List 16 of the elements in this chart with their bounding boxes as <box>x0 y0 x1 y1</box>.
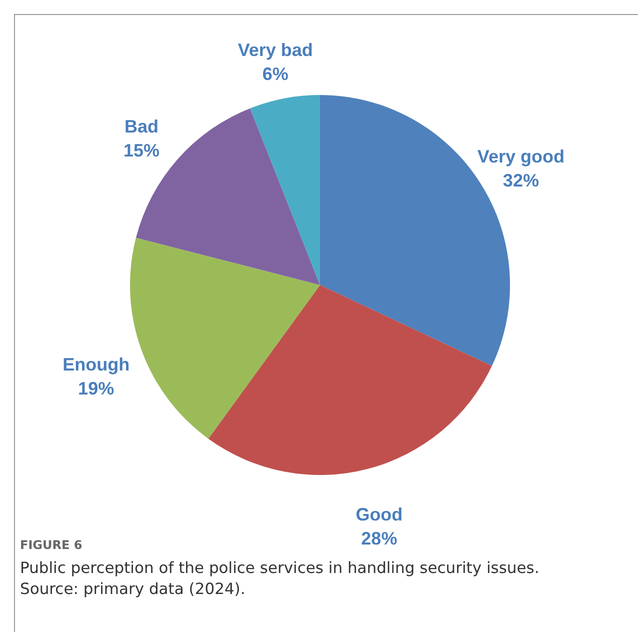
slice-label: Good <box>356 504 403 525</box>
data-label: 28% <box>361 528 398 549</box>
text: Public perception of the police services in handling security issues. <box>20 558 540 579</box>
data-label: 15% <box>123 140 160 161</box>
pie-slice <box>250 95 320 285</box>
caption: FIGURE 6 <box>20 538 82 552</box>
pie-slice <box>130 238 320 439</box>
slice-label: Very bad <box>238 40 313 60</box>
pie-slice <box>208 285 492 475</box>
data-label: 6% <box>262 64 288 84</box>
data-label: 19% <box>78 378 114 399</box>
slice-label: Very good <box>477 146 564 166</box>
data-label: 32% <box>502 170 539 190</box>
slice-label: Enough <box>62 354 130 375</box>
source-note: Source: primary data (2024). <box>20 579 246 600</box>
slice-label: Bad <box>124 116 158 137</box>
